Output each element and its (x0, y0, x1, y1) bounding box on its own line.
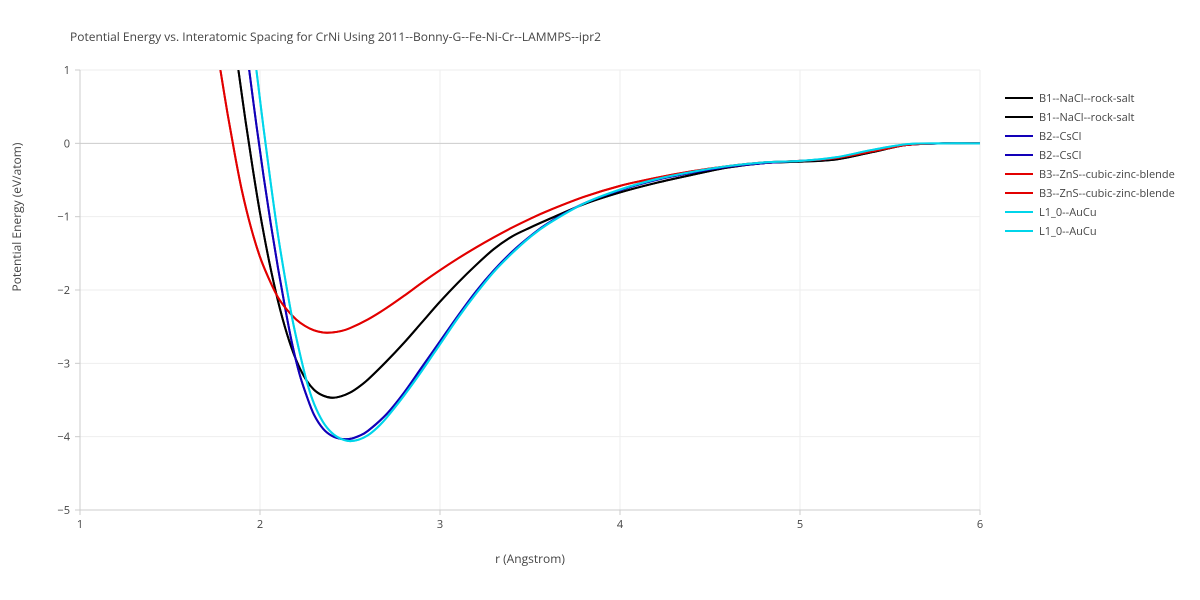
series-line-4[interactable] (220, 70, 980, 333)
legend-swatch (1005, 211, 1033, 213)
gridlines (80, 70, 980, 510)
legend-item-1[interactable]: B1--NaCl--rock-salt (1005, 109, 1175, 125)
legend-label: B1--NaCl--rock-salt (1039, 110, 1134, 125)
legend-label: B2--CsCl (1039, 129, 1081, 144)
legend-item-4[interactable]: B3--ZnS--cubic-zinc-blende (1005, 166, 1175, 182)
svg-text:1: 1 (64, 63, 70, 78)
legend-label: B3--ZnS--cubic-zinc-blende (1039, 186, 1175, 201)
legend-item-3[interactable]: B2--CsCl (1005, 147, 1175, 163)
series-line-2[interactable] (249, 70, 980, 439)
y-axis-label: Potential Energy (eV/atom) (8, 143, 25, 292)
legend-item-6[interactable]: L1_0--AuCu (1005, 204, 1175, 220)
legend-swatch (1005, 192, 1033, 194)
legend-swatch (1005, 230, 1033, 232)
data-series (220, 70, 980, 441)
legend-label: L1_0--AuCu (1039, 205, 1097, 220)
series-line-5[interactable] (220, 70, 980, 333)
legend-swatch (1005, 135, 1033, 137)
series-line-7[interactable] (256, 70, 980, 441)
chart-container: Potential Energy vs. Interatomic Spacing… (0, 0, 1200, 600)
svg-text:4: 4 (617, 517, 624, 532)
legend-item-5[interactable]: B3--ZnS--cubic-zinc-blende (1005, 185, 1175, 201)
svg-text:−3: −3 (57, 356, 70, 371)
legend-item-2[interactable]: B2--CsCl (1005, 128, 1175, 144)
svg-text:−2: −2 (57, 283, 70, 298)
svg-text:−4: −4 (57, 430, 70, 445)
legend-label: L1_0--AuCu (1039, 224, 1097, 239)
legend-swatch (1005, 97, 1033, 99)
svg-text:1: 1 (77, 517, 83, 532)
series-line-3[interactable] (249, 70, 980, 439)
series-line-1[interactable] (238, 70, 980, 398)
legend-swatch (1005, 154, 1033, 156)
legend-item-0[interactable]: B1--NaCl--rock-salt (1005, 90, 1175, 106)
series-line-0[interactable] (238, 70, 980, 398)
series-line-6[interactable] (256, 70, 980, 441)
legend-swatch (1005, 173, 1033, 175)
legend-item-7[interactable]: L1_0--AuCu (1005, 223, 1175, 239)
legend-label: B2--CsCl (1039, 148, 1081, 163)
legend-label: B1--NaCl--rock-salt (1039, 91, 1134, 106)
svg-text:−1: −1 (57, 210, 70, 225)
y-axis-ticks: −5 −4 −3 −2 −1 0 1 (57, 63, 80, 518)
legend-label: B3--ZnS--cubic-zinc-blende (1039, 167, 1175, 182)
svg-text:6: 6 (977, 517, 983, 532)
legend: B1--NaCl--rock-salt B1--NaCl--rock-salt B2… (1005, 90, 1175, 242)
legend-swatch (1005, 116, 1033, 118)
svg-text:0: 0 (64, 136, 70, 151)
svg-text:3: 3 (437, 517, 443, 532)
svg-text:−5: −5 (57, 503, 70, 518)
svg-text:5: 5 (797, 517, 803, 532)
x-axis-label: r (Angstrom) (80, 550, 980, 567)
x-axis-ticks: 1 2 3 4 5 6 (77, 510, 983, 532)
svg-text:2: 2 (257, 517, 263, 532)
